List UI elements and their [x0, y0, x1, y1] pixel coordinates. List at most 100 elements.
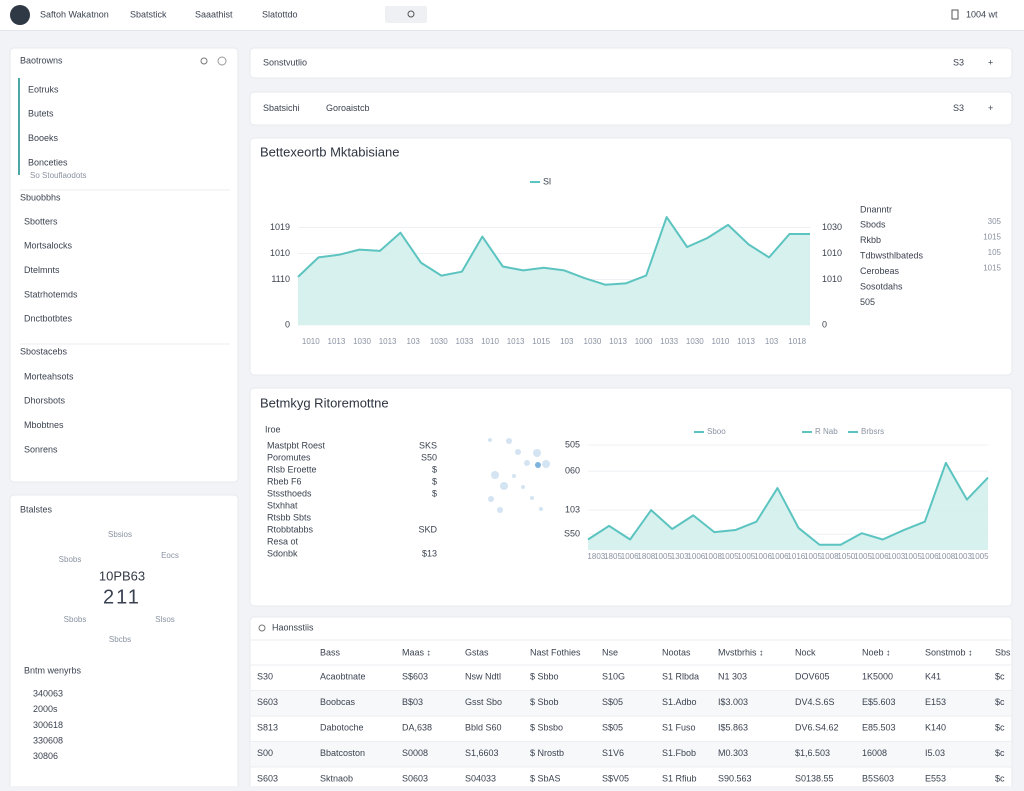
side-item: Tdbwsthlbateds: [860, 250, 924, 260]
add-icon[interactable]: +: [988, 103, 993, 113]
y2-tick-label: 1030: [822, 222, 842, 232]
list-label: Resa ot: [267, 536, 299, 546]
list-label: Stssthoeds: [267, 488, 312, 498]
table-cell: S0138.55: [795, 773, 834, 783]
y-tick-label: 1110: [271, 274, 290, 284]
x-tick-label: 1005: [854, 552, 872, 561]
sidebar-item[interactable]: Dhorsbots: [24, 396, 66, 406]
sidebar-item[interactable]: Dnctbotbtes: [24, 314, 73, 324]
filter-bar: [249, 47, 1013, 79]
legend-label: R Nab: [815, 427, 838, 436]
column-header[interactable]: Nse: [602, 647, 618, 657]
add-icon[interactable]: +: [988, 57, 993, 67]
x-tick-label: 1006: [754, 552, 772, 561]
table-cell: S1,6603: [465, 748, 499, 758]
sidebar-item[interactable]: Statrhotemds: [24, 289, 78, 299]
section-title: Sbuobbhs: [20, 192, 61, 202]
sidebar-item[interactable]: Butets: [28, 109, 54, 119]
column-header[interactable]: Nootas: [662, 647, 691, 657]
table-cell: B5S603: [862, 773, 894, 783]
table-cell: Boobcas: [320, 697, 356, 707]
y2-tick-label: 1010: [822, 248, 842, 258]
column-header[interactable]: Mvstbrhis ↕: [718, 647, 764, 657]
x-tick-label: 1808: [637, 552, 655, 561]
stat-label: Sbobs: [64, 615, 87, 624]
x-tick-label: 1010: [302, 337, 320, 346]
sidebar-item[interactable]: Bonceties: [28, 157, 68, 167]
x-tick-label: 1010: [481, 337, 499, 346]
sidebar-item[interactable]: Dtelmnts: [24, 265, 60, 275]
list-label: Rlsb Eroette: [267, 464, 317, 474]
table-cell: Gsst Sbo: [465, 697, 502, 707]
table-cell: Dabotoche: [320, 722, 364, 732]
x-tick-label: 1030: [353, 337, 371, 346]
sidebar-title: Baotrowns: [20, 55, 63, 65]
x-tick-label: 1006: [687, 552, 705, 561]
y2-tick-label: 1010: [822, 274, 842, 284]
x-tick-label: 1003: [954, 552, 972, 561]
sidebar-item[interactable]: Mortsalocks: [24, 241, 73, 251]
table-cell: I$5.863: [718, 722, 748, 732]
area: [298, 217, 810, 325]
side-value: 1015: [983, 264, 1001, 273]
table-cell: E553: [925, 773, 946, 783]
sidebar-card: [9, 47, 239, 483]
bar-tag[interactable]: Goroaistcb: [326, 103, 370, 113]
legend-label: Brbsrs: [861, 427, 884, 436]
line: [297, 216, 810, 286]
sidebar-item[interactable]: Sbotters: [24, 216, 58, 226]
icon: [200, 57, 208, 65]
x-tick-label: 1805: [604, 552, 622, 561]
table-cell: S0008: [402, 748, 428, 758]
y-tick-label: 0: [285, 319, 290, 329]
bar-extra: S3: [953, 57, 964, 67]
decor-dot: [515, 449, 521, 455]
decor-dot: [521, 485, 525, 489]
sidebar-item[interactable]: Eotruks: [28, 84, 59, 94]
side-item: Sbods: [860, 219, 886, 229]
column-header[interactable]: Bass: [320, 647, 341, 657]
nav-link[interactable]: Saaathist: [195, 9, 233, 19]
sidebar-item[interactable]: Morteahsots: [24, 371, 74, 381]
column-header[interactable]: Nock: [795, 647, 816, 657]
table-cell: E85.503: [862, 722, 896, 732]
column-header[interactable]: Gstas: [465, 647, 489, 657]
column-header[interactable]: Maas ↕: [402, 647, 431, 657]
column-header[interactable]: Noeb ↕: [862, 647, 891, 657]
x-tick-label: 103: [765, 337, 779, 346]
column-header[interactable]: Sbs: [995, 647, 1011, 657]
list-label: Rtobbtabbs: [267, 524, 314, 534]
table-cell: DA,638: [402, 722, 432, 732]
table-cell: S1.Fbob: [662, 748, 696, 758]
y2-tick-label: 0: [822, 319, 827, 329]
table-cell: Bbatcoston: [320, 748, 365, 758]
nav-link[interactable]: Slatottdo: [262, 9, 298, 19]
column-header[interactable]: Sonstmob ↕: [925, 647, 973, 657]
table-cell: E$5.603: [862, 697, 896, 707]
x-tick-label: 1033: [660, 337, 678, 346]
x-tick-label: 1030: [584, 337, 602, 346]
stat-label: Sbobs: [59, 555, 82, 564]
table-cell: S0603: [402, 773, 428, 783]
table-cell: M0.303: [718, 748, 748, 758]
nav-link[interactable]: Sbatstick: [130, 9, 167, 19]
decor-dot: [500, 482, 508, 490]
y-tick-label: S50: [564, 529, 580, 539]
table-cell: K41: [925, 671, 941, 681]
search-box[interactable]: [385, 6, 427, 23]
user-icon: [951, 9, 959, 20]
side-item: 505: [860, 297, 875, 307]
x-tick-label: 1005: [971, 552, 989, 561]
table-cell: S1 Rlbda: [662, 671, 699, 681]
table-cell: K140: [925, 722, 946, 732]
x-tick-label: 1013: [609, 337, 627, 346]
table-row: [251, 690, 1011, 716]
user-name[interactable]: 1004 wt: [966, 9, 998, 19]
column-header[interactable]: Nast Fothies: [530, 647, 581, 657]
list-label: Sdonbk: [267, 548, 298, 558]
sidebar-item[interactable]: Booeks: [28, 133, 59, 143]
sidebar-item[interactable]: Mbobtnes: [24, 420, 64, 430]
list-value: $: [432, 464, 437, 474]
table-row: [251, 665, 1011, 690]
sidebar-item[interactable]: Sonrens: [24, 444, 58, 454]
